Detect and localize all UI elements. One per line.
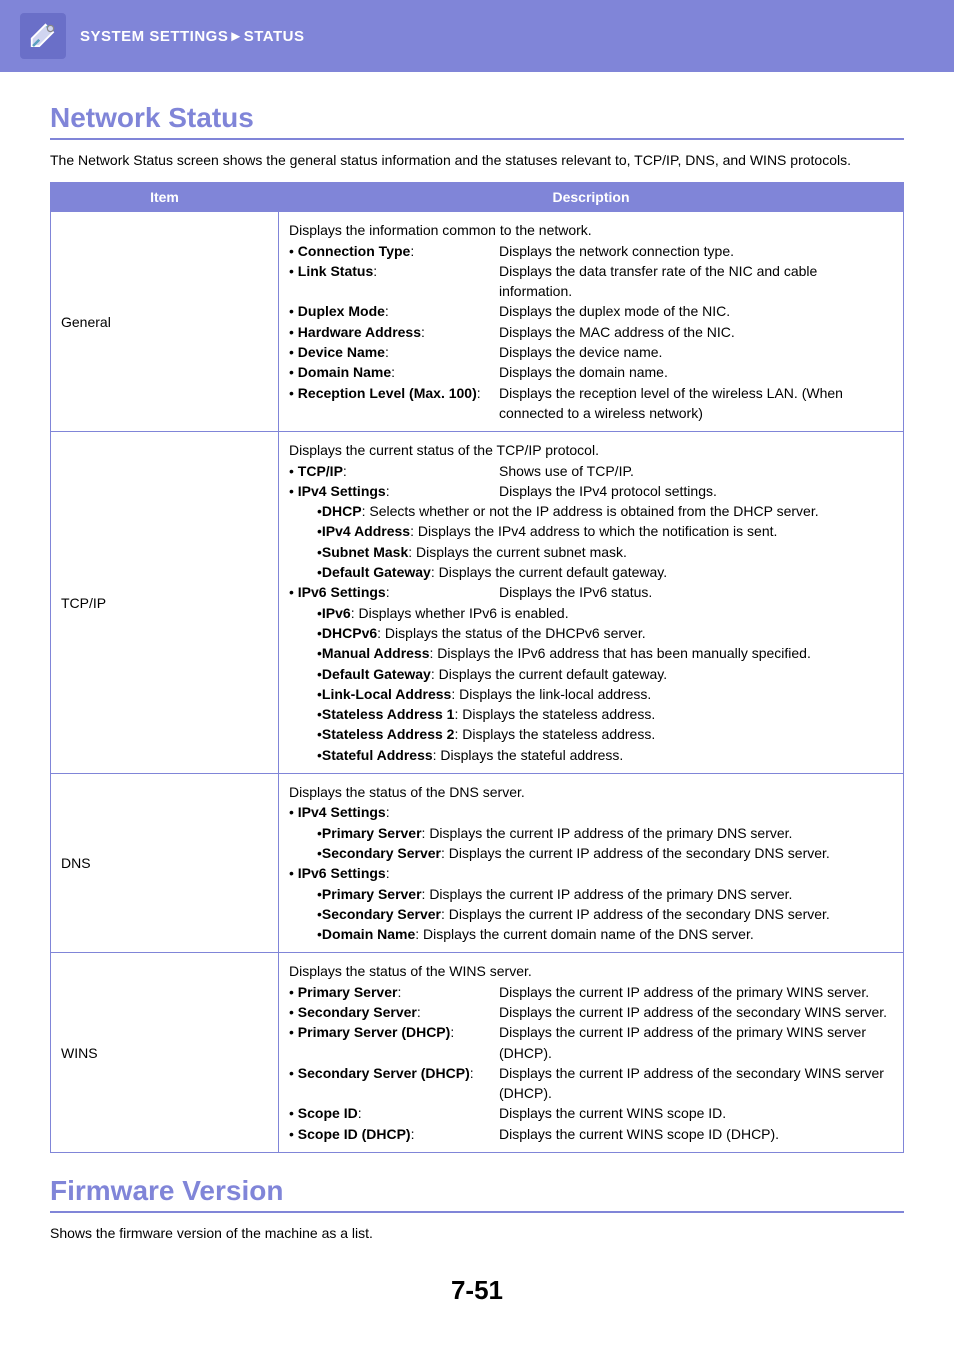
dns-ipv6-label: IPv6 Settings	[298, 865, 386, 881]
row-tcpip: TCP/IP Displays the current status of th…	[51, 432, 904, 774]
item-tcpip: TCP/IP	[51, 432, 279, 774]
network-status-table: Item Description General Displays the in…	[50, 182, 904, 1153]
desc-wins: Displays the status of the WINS server. …	[279, 953, 904, 1153]
network-status-intro: The Network Status screen shows the gene…	[50, 150, 904, 170]
sub-item: •Default Gateway: Displays the current d…	[289, 562, 893, 582]
wins-kv-row: • Primary Server (DHCP):Displays the cur…	[289, 1022, 893, 1063]
wins-kv-row: • Scope ID (DHCP):Displays the current W…	[289, 1124, 893, 1144]
tcpip-label: TCP/IP	[298, 463, 343, 479]
sub-item: •IPv6: Displays whether IPv6 is enabled.	[289, 603, 893, 623]
general-kv-row: • Reception Level (Max. 100):Displays th…	[289, 383, 893, 424]
tools-icon	[20, 13, 66, 59]
sub-item: •DHCPv6: Displays the status of the DHCP…	[289, 623, 893, 643]
ipv6-label: IPv6 Settings	[298, 584, 386, 600]
general-kv-row: • Connection Type:Displays the network c…	[289, 241, 893, 261]
ipv4-label: IPv4 Settings	[298, 483, 386, 499]
col-item: Item	[51, 183, 279, 212]
sub-item: •Primary Server: Displays the current IP…	[289, 884, 893, 904]
sub-item: •Primary Server: Displays the current IP…	[289, 823, 893, 843]
sub-item: •Secondary Server: Displays the current …	[289, 843, 893, 863]
sub-item: •Domain Name: Displays the current domai…	[289, 924, 893, 944]
sub-item: •Secondary Server: Displays the current …	[289, 904, 893, 924]
general-kv-row: • Hardware Address:Displays the MAC addr…	[289, 322, 893, 342]
item-general: General	[51, 212, 279, 432]
wins-kv-row: • Secondary Server (DHCP):Displays the c…	[289, 1063, 893, 1104]
header-bar: SYSTEM SETTINGS►STATUS	[0, 0, 954, 72]
firmware-intro: Shows the firmware version of the machin…	[50, 1223, 904, 1243]
sub-item: •Link-Local Address: Displays the link-l…	[289, 684, 893, 704]
desc-tcpip: Displays the current status of the TCP/I…	[279, 432, 904, 774]
firmware-title: Firmware Version	[50, 1175, 904, 1213]
ipv4-val: Displays the IPv4 protocol settings.	[499, 481, 893, 501]
general-kv-row: • Domain Name:Displays the domain name.	[289, 362, 893, 382]
sub-item: •Stateless Address 2: Displays the state…	[289, 724, 893, 744]
ipv6-val: Displays the IPv6 status.	[499, 582, 893, 602]
dns-lead: Displays the status of the DNS server.	[289, 782, 893, 802]
tcpip-lead: Displays the current status of the TCP/I…	[289, 440, 893, 460]
row-dns: DNS Displays the status of the DNS serve…	[51, 774, 904, 953]
page-number: 7-51	[0, 1275, 954, 1336]
network-status-title: Network Status	[50, 102, 904, 140]
general-kv-row: • Duplex Mode:Displays the duplex mode o…	[289, 301, 893, 321]
sub-item: •Subnet Mask: Displays the current subne…	[289, 542, 893, 562]
desc-dns: Displays the status of the DNS server. •…	[279, 774, 904, 953]
sub-item: •Stateless Address 1: Displays the state…	[289, 704, 893, 724]
breadcrumb: SYSTEM SETTINGS►STATUS	[80, 28, 304, 45]
general-kv-row: • Device Name:Displays the device name.	[289, 342, 893, 362]
wins-kv-row: • Scope ID:Displays the current WINS sco…	[289, 1103, 893, 1123]
col-description: Description	[279, 183, 904, 212]
wins-kv-row: • Secondary Server:Displays the current …	[289, 1002, 893, 1022]
sub-item: •IPv4 Address: Displays the IPv4 address…	[289, 521, 893, 541]
sub-item: •Manual Address: Displays the IPv6 addre…	[289, 643, 893, 663]
wins-lead: Displays the status of the WINS server.	[289, 961, 893, 981]
sub-item: •DHCP: Selects whether or not the IP add…	[289, 501, 893, 521]
general-lead: Displays the information common to the n…	[289, 220, 893, 240]
sub-item: •Stateful Address: Displays the stateful…	[289, 745, 893, 765]
row-wins: WINS Displays the status of the WINS ser…	[51, 953, 904, 1153]
wins-kv-row: • Primary Server:Displays the current IP…	[289, 982, 893, 1002]
page-content: Network Status The Network Status screen…	[0, 72, 954, 1243]
item-wins: WINS	[51, 953, 279, 1153]
item-dns: DNS	[51, 774, 279, 953]
tcpip-val: Shows use of TCP/IP.	[499, 461, 893, 481]
desc-general: Displays the information common to the n…	[279, 212, 904, 432]
sub-item: •Default Gateway: Displays the current d…	[289, 664, 893, 684]
row-general: General Displays the information common …	[51, 212, 904, 432]
dns-ipv4-label: IPv4 Settings	[298, 804, 386, 820]
general-kv-row: • Link Status:Displays the data transfer…	[289, 261, 893, 302]
